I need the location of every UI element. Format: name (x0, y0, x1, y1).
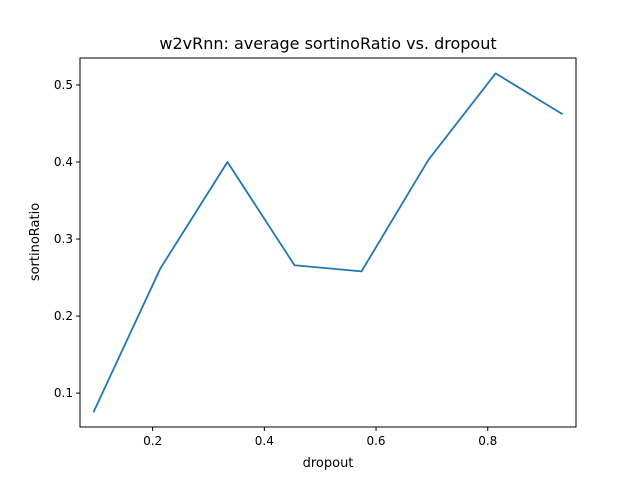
series-line-0 (92, 72, 564, 413)
x-tick-label: 0.2 (143, 434, 162, 448)
y-tick-label: 0.3 (54, 232, 73, 246)
y-tick-label: 0.1 (54, 386, 73, 400)
x-tick-label: 0.4 (255, 434, 274, 448)
axes-frame (79, 57, 577, 428)
x-tick-label: 0.6 (366, 434, 385, 448)
plot-area (92, 72, 564, 413)
y-axis: 0.1 0.2 0.3 0.4 0.5 (54, 78, 80, 400)
x-tick-label: 0.8 (478, 434, 497, 448)
y-tick-label: 0.4 (54, 155, 73, 169)
y-tick-label: 0.2 (54, 309, 73, 323)
x-axis-label: dropout (303, 456, 354, 471)
chart-title: w2vRnn: average sortinoRatio vs. dropout (159, 34, 496, 53)
y-axis-label: sortinoRatio (28, 203, 43, 281)
y-tick-label: 0.5 (54, 78, 73, 92)
x-axis: 0.2 0.4 0.6 0.8 (143, 427, 497, 448)
